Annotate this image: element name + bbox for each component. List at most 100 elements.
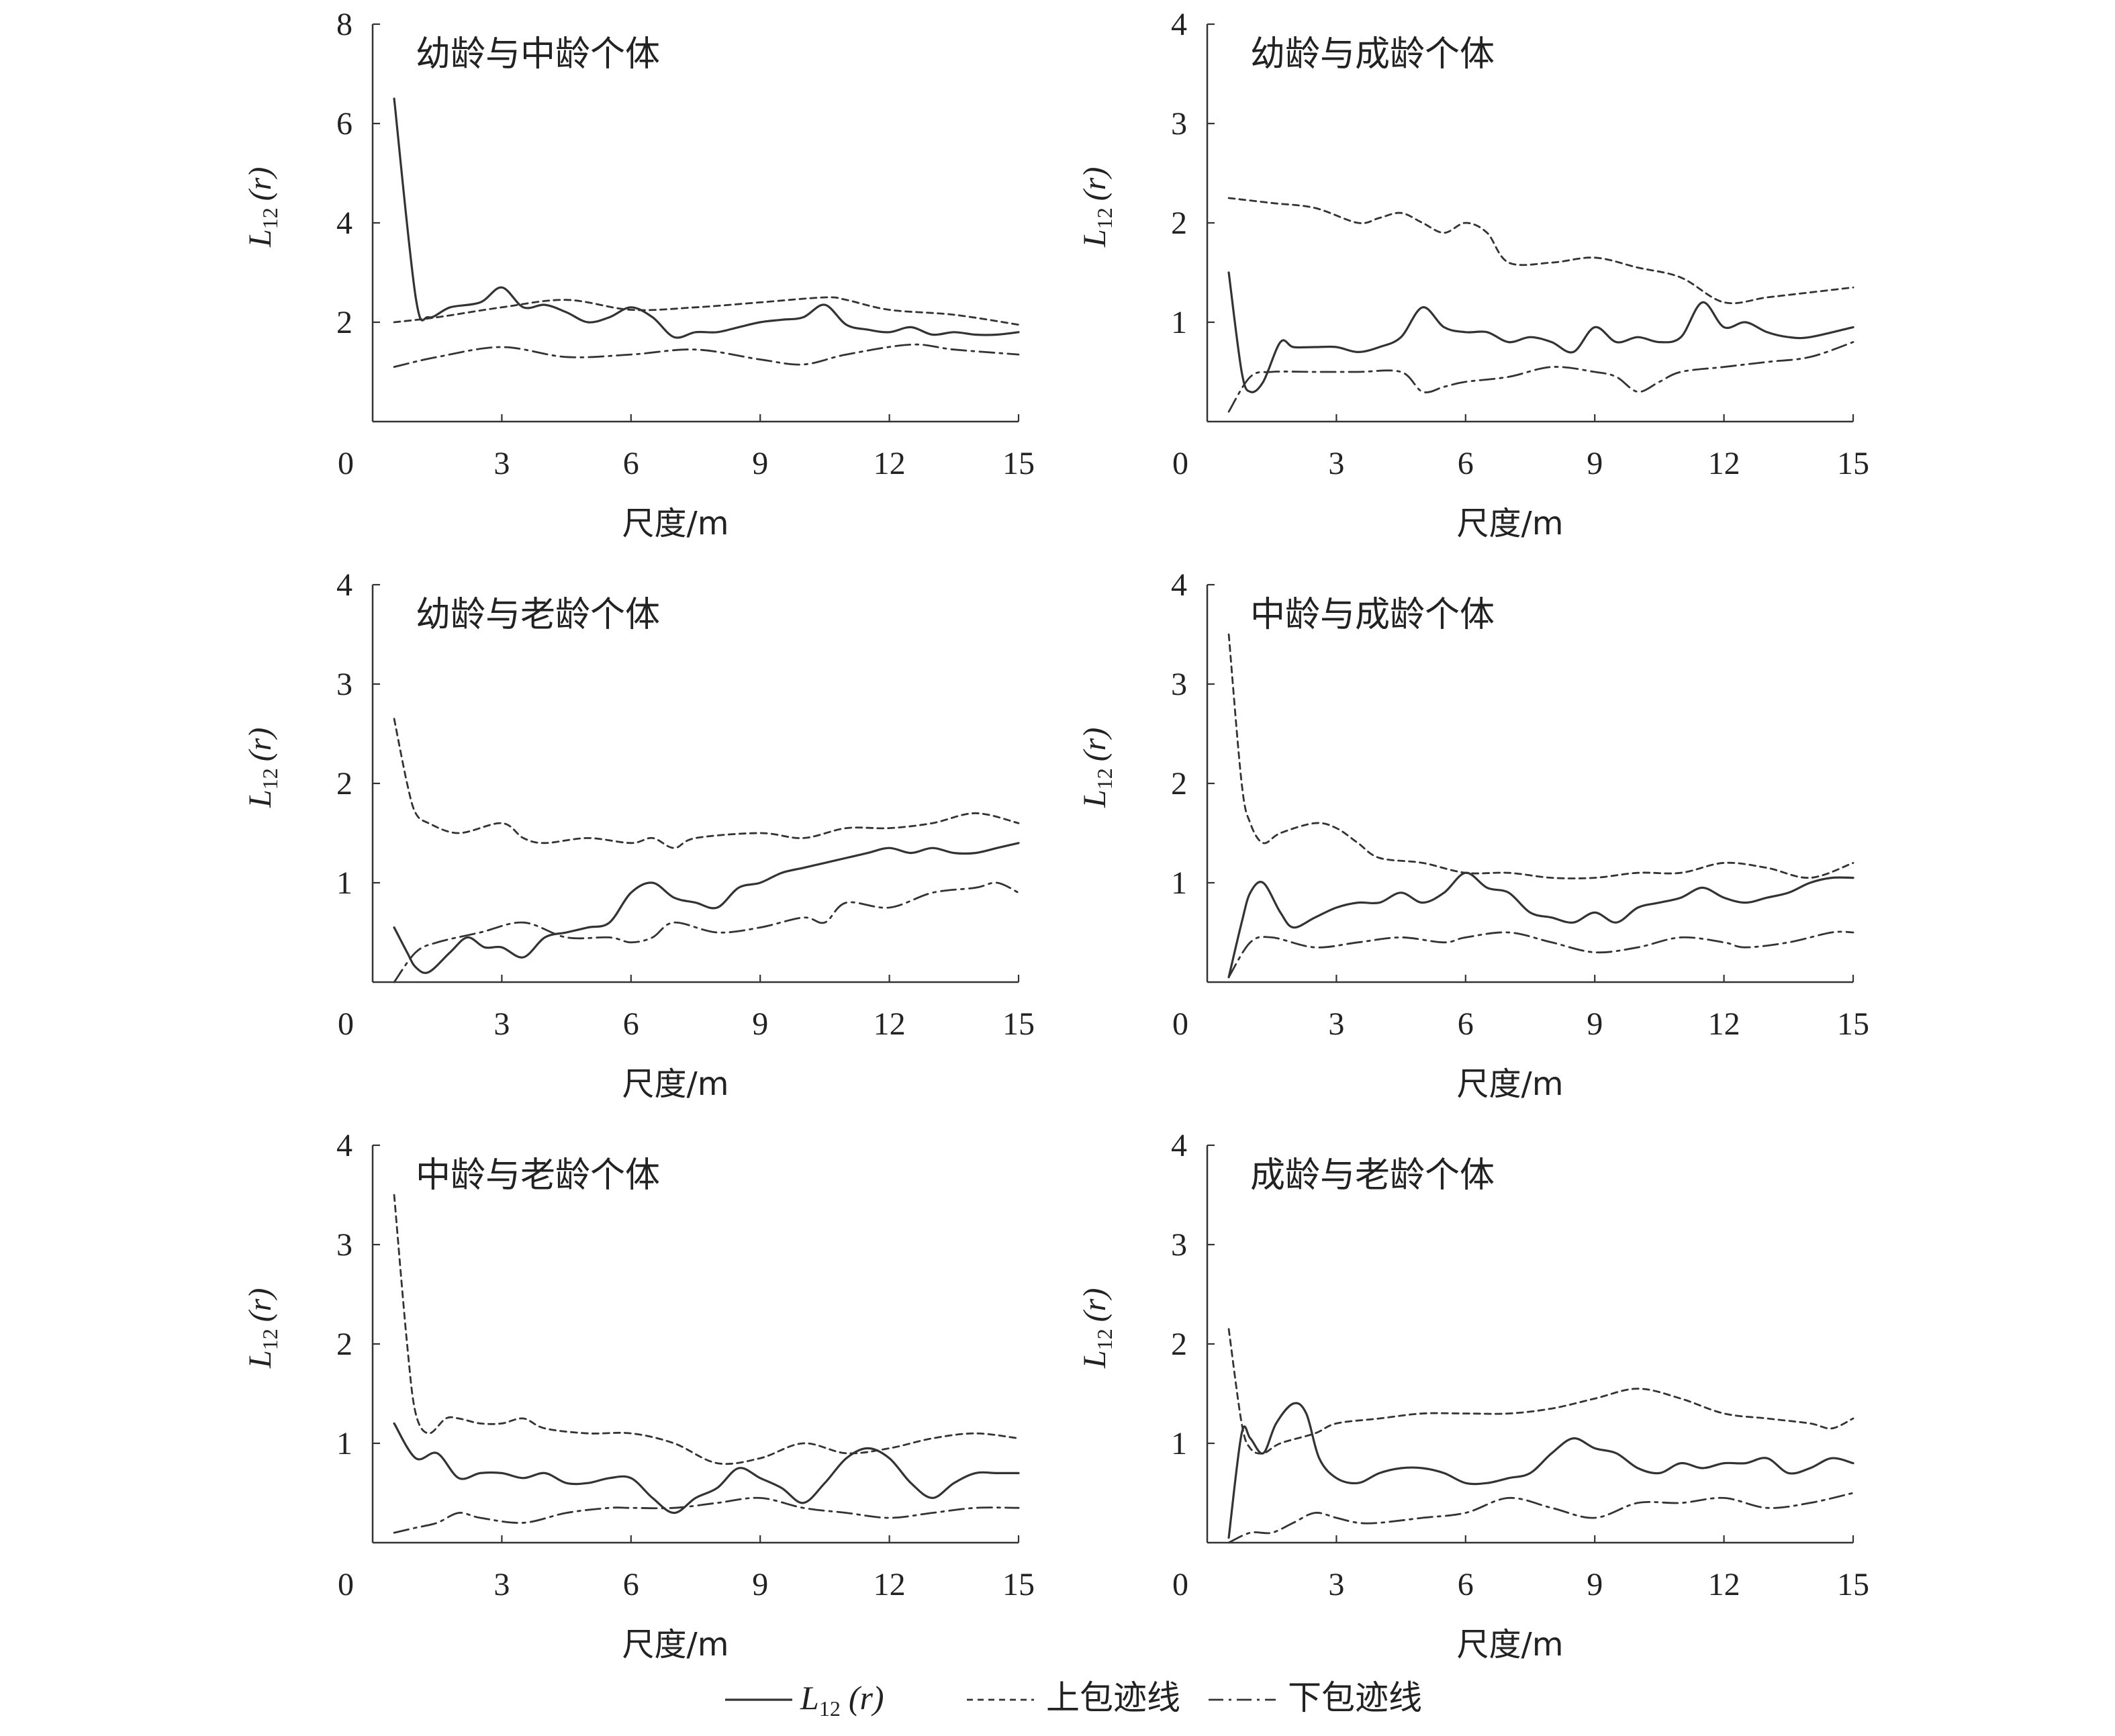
y-axis-label: L12 (r) xyxy=(242,728,282,808)
y-axis-label: L12 (r) xyxy=(1077,728,1117,808)
y-axis-label-main: L xyxy=(1077,789,1113,808)
series-line-dashdot xyxy=(1227,930,1854,978)
x-tick-label: 15 xyxy=(1002,446,1035,481)
y-axis-label-subscript: 12 xyxy=(258,1329,282,1350)
x-tick-label: 12 xyxy=(874,1006,906,1042)
y-axis-label: L12 (r) xyxy=(242,1288,282,1369)
legend-label-main: L xyxy=(800,1679,819,1717)
x-axis-label: 尺度/m xyxy=(1457,1626,1564,1663)
y-axis-label-arg: (r) xyxy=(242,167,278,201)
x-tick-label: 6 xyxy=(623,1006,639,1042)
legend-label-subscript: 12 xyxy=(819,1696,841,1721)
series-line-solid xyxy=(393,97,1020,339)
legend-item: 下包迹线 xyxy=(1209,1678,1422,1717)
panel-title: 中龄与老龄个体 xyxy=(416,1155,660,1196)
x-tick-label: 6 xyxy=(1458,446,1474,481)
y-tick-label: 3 xyxy=(1171,1227,1187,1263)
y-tick-label: 4 xyxy=(336,205,352,241)
y-tick-label: 2 xyxy=(1171,1327,1187,1362)
legend-item: 上包迹线 xyxy=(967,1678,1180,1717)
x-tick-label: 15 xyxy=(1002,1006,1035,1042)
y-tick-label: 8 xyxy=(336,7,352,42)
y-tick-label: 2 xyxy=(1171,766,1187,802)
y-tick-label: 2 xyxy=(336,305,352,340)
x-tick-label: 15 xyxy=(1002,1567,1035,1602)
legend-label: L12 (r) xyxy=(800,1679,884,1721)
x-tick-label: 0 xyxy=(1172,446,1188,481)
y-axis-label: L12 (r) xyxy=(1077,167,1117,248)
y-tick-label: 2 xyxy=(336,1327,352,1362)
x-tick-label: 0 xyxy=(338,1567,354,1602)
y-tick-label: 1 xyxy=(336,1426,352,1461)
x-tick-label: 12 xyxy=(1708,1567,1740,1602)
x-tick-label: 6 xyxy=(1458,1006,1474,1042)
y-tick-label: 3 xyxy=(1171,667,1187,702)
x-tick-label: 0 xyxy=(1172,1006,1188,1042)
x-tick-label: 12 xyxy=(874,1567,906,1602)
x-tick-label: 6 xyxy=(623,1567,639,1602)
x-tick-label: 9 xyxy=(752,446,768,481)
series-line-dashdot xyxy=(393,1496,1020,1534)
y-axis-label-main: L xyxy=(242,229,278,248)
x-tick-label: 9 xyxy=(1587,1567,1603,1602)
x-tick-label: 12 xyxy=(1708,446,1740,481)
x-tick-label: 3 xyxy=(1328,1567,1344,1602)
series-line-dashdot xyxy=(1227,341,1854,413)
series-line-dashdot xyxy=(393,881,1020,983)
x-tick-label: 6 xyxy=(1458,1567,1474,1602)
x-tick-label: 0 xyxy=(338,446,354,481)
y-tick-label: 3 xyxy=(1171,106,1187,142)
y-axis-label-arg: (r) xyxy=(1077,1288,1113,1322)
y-tick-label: 3 xyxy=(336,1227,352,1263)
x-axis-label: 尺度/m xyxy=(622,1065,729,1103)
y-tick-label: 1 xyxy=(336,865,352,901)
series-line-solid xyxy=(393,842,1020,974)
series-line-dashed xyxy=(393,296,1020,326)
x-axis-label: 尺度/m xyxy=(1457,1065,1564,1103)
y-tick-label: 4 xyxy=(1171,1128,1187,1163)
y-tick-label: 1 xyxy=(1171,1426,1187,1461)
x-axis-label: 尺度/m xyxy=(622,505,729,542)
x-tick-label: 12 xyxy=(874,446,906,481)
x-tick-label: 9 xyxy=(1587,446,1603,481)
x-tick-label: 3 xyxy=(1328,446,1344,481)
y-axis-label-main: L xyxy=(242,1350,278,1369)
x-axis-label: 尺度/m xyxy=(1457,505,1564,542)
series-line-dashed xyxy=(1227,197,1854,305)
series-line-dashed xyxy=(1227,633,1854,879)
y-tick-label: 2 xyxy=(336,766,352,802)
legend-label: 下包迹线 xyxy=(1288,1678,1422,1717)
x-tick-label: 15 xyxy=(1837,1006,1869,1042)
y-tick-label: 3 xyxy=(336,667,352,702)
y-axis-label-main: L xyxy=(1077,229,1113,248)
x-axis-label: 尺度/m xyxy=(622,1626,729,1663)
x-tick-label: 9 xyxy=(752,1567,768,1602)
series-line-solid xyxy=(1227,271,1854,393)
y-axis-label-main: L xyxy=(242,789,278,808)
legend-item: L12 (r) xyxy=(725,1679,884,1721)
legend: L12 (r) 上包迹线 下包迹线 xyxy=(725,1678,1422,1721)
panel-title: 幼龄与中龄个体 xyxy=(416,34,660,75)
y-axis-label: L12 (r) xyxy=(242,167,282,248)
x-tick-label: 3 xyxy=(1328,1006,1344,1042)
y-tick-label: 4 xyxy=(336,567,352,603)
series-line-solid xyxy=(393,1422,1020,1514)
y-axis-label-subscript: 12 xyxy=(1092,768,1117,789)
x-tick-label: 15 xyxy=(1837,446,1869,481)
panel-title: 幼龄与成龄个体 xyxy=(1250,34,1495,75)
series-line-dashdot xyxy=(1227,1492,1854,1544)
panel-title: 成龄与老龄个体 xyxy=(1250,1155,1495,1196)
y-axis-label-subscript: 12 xyxy=(1092,1329,1117,1350)
y-tick-label: 2 xyxy=(1171,205,1187,241)
series-line-dashdot xyxy=(393,343,1020,368)
x-tick-label: 0 xyxy=(1172,1567,1188,1602)
y-tick-label: 1 xyxy=(1171,865,1187,901)
y-tick-label: 4 xyxy=(1171,567,1187,603)
y-tick-label: 1 xyxy=(1171,305,1187,340)
